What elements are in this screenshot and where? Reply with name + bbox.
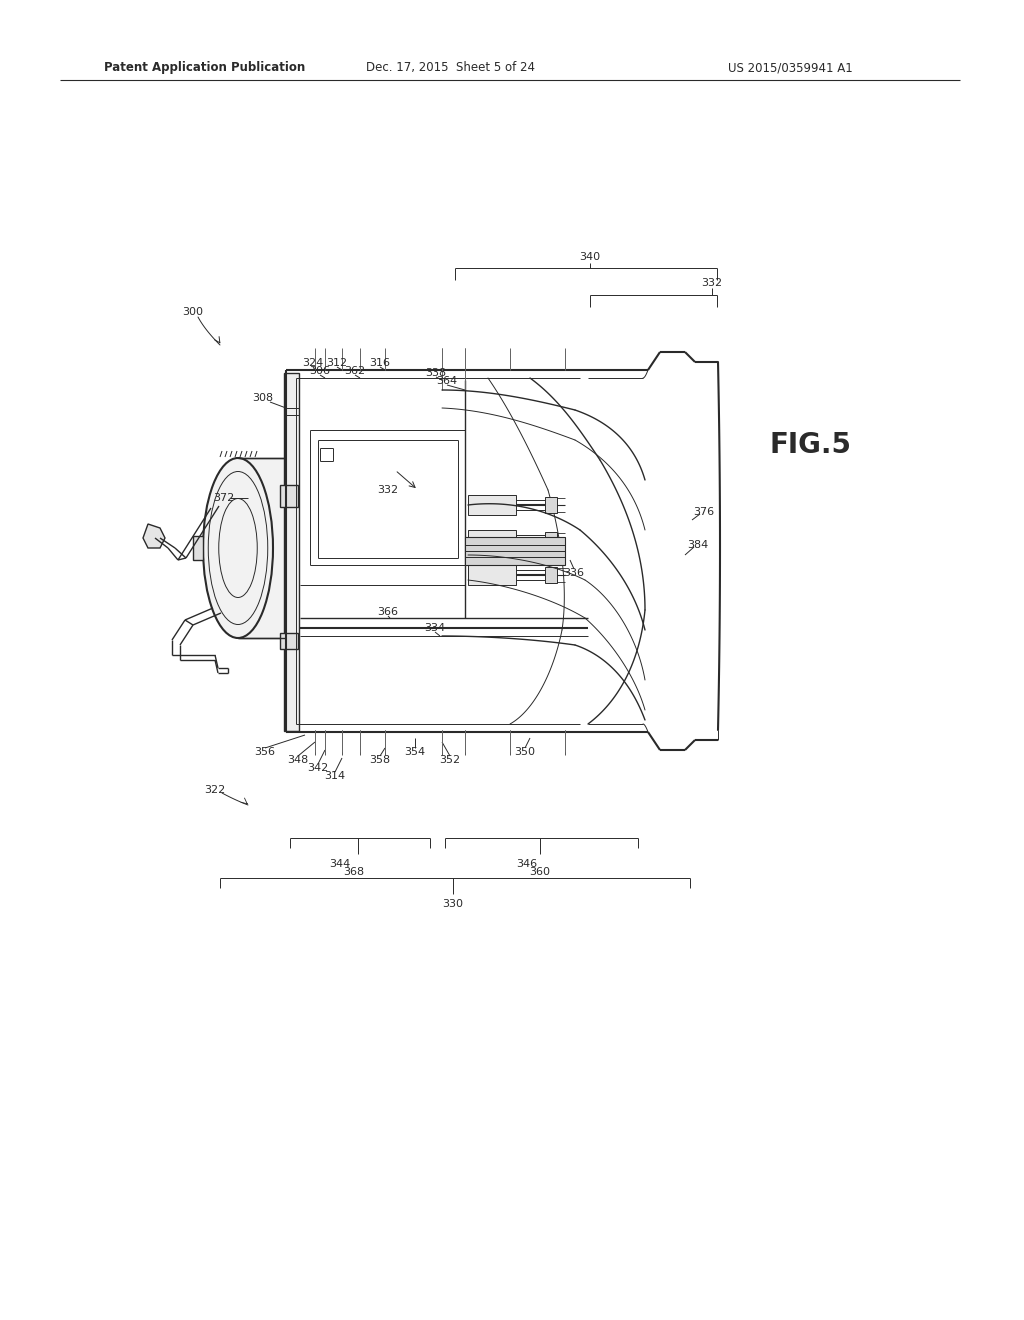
Text: 330: 330 [442, 899, 464, 909]
Text: 356: 356 [255, 747, 275, 756]
Text: 322: 322 [205, 785, 225, 795]
Text: Patent Application Publication: Patent Application Publication [104, 62, 305, 74]
Text: 372: 372 [213, 492, 234, 503]
Ellipse shape [203, 458, 273, 638]
Bar [545, 498, 557, 513]
Bar [280, 484, 298, 507]
Text: 364: 364 [436, 376, 458, 385]
Text: 352: 352 [439, 755, 461, 766]
Bar [465, 537, 565, 565]
Text: 376: 376 [693, 507, 715, 517]
Text: 314: 314 [325, 771, 345, 781]
Text: FIG.5: FIG.5 [769, 432, 851, 459]
Bar [468, 531, 516, 550]
Text: 368: 368 [343, 867, 365, 876]
Text: 350: 350 [514, 747, 536, 756]
Text: 340: 340 [580, 252, 600, 261]
Bar [468, 495, 516, 515]
Text: 342: 342 [307, 763, 329, 774]
Bar [545, 532, 557, 548]
Polygon shape [143, 524, 165, 548]
Text: 338: 338 [425, 368, 446, 378]
Text: 360: 360 [529, 867, 551, 876]
Text: 344: 344 [330, 859, 350, 869]
Text: 332: 332 [701, 279, 723, 288]
Text: 306: 306 [309, 366, 331, 376]
Text: 336: 336 [563, 568, 585, 578]
Bar [545, 568, 557, 583]
Text: 308: 308 [253, 393, 273, 403]
Text: 312: 312 [327, 358, 347, 368]
Text: 384: 384 [687, 540, 709, 550]
Text: 332: 332 [378, 484, 398, 495]
Text: 348: 348 [288, 755, 308, 766]
Bar [193, 536, 203, 560]
Text: 366: 366 [378, 607, 398, 616]
Text: 316: 316 [370, 358, 390, 368]
Text: 324: 324 [302, 358, 324, 368]
Bar [280, 634, 298, 649]
Text: Dec. 17, 2015  Sheet 5 of 24: Dec. 17, 2015 Sheet 5 of 24 [366, 62, 535, 74]
Text: 346: 346 [516, 859, 538, 869]
Bar [238, 458, 286, 638]
Bar [468, 565, 516, 585]
Text: 354: 354 [404, 747, 426, 756]
Text: 362: 362 [344, 366, 366, 376]
Text: 358: 358 [370, 755, 390, 766]
Text: US 2015/0359941 A1: US 2015/0359941 A1 [728, 62, 852, 74]
Text: 300: 300 [182, 308, 204, 317]
Text: 334: 334 [424, 623, 445, 634]
Bar [284, 374, 299, 731]
